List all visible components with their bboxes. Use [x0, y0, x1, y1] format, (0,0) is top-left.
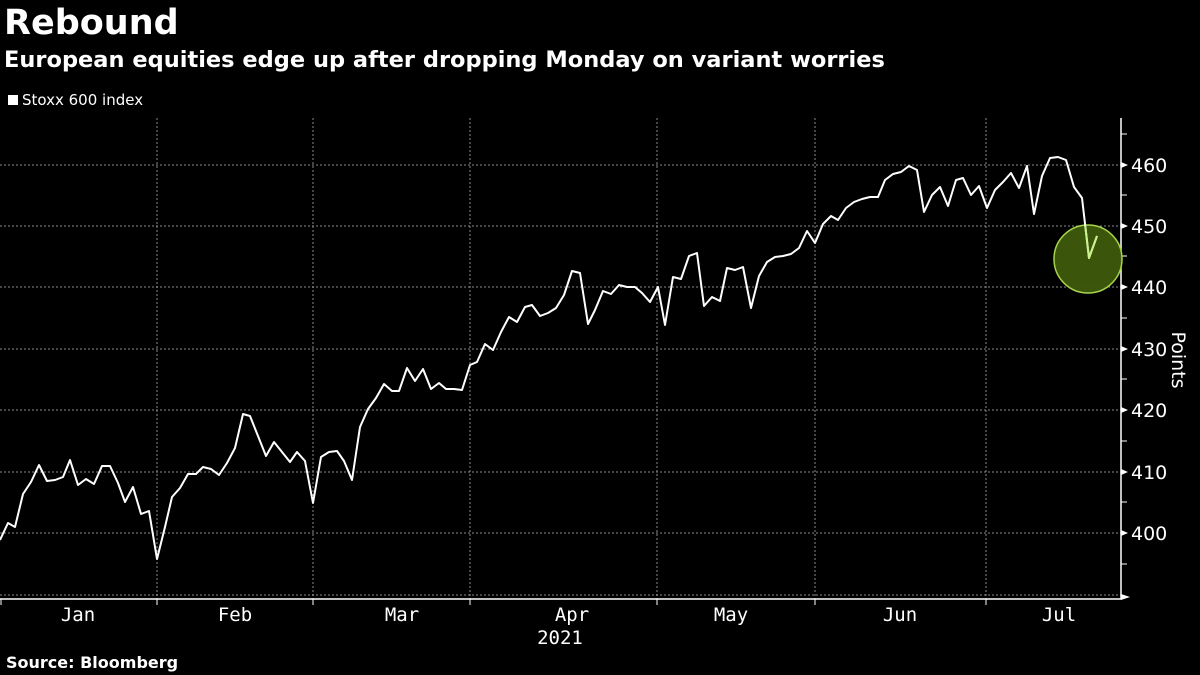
x-tick-label: Jul: [1042, 604, 1076, 626]
legend-label: Stoxx 600 index: [22, 91, 144, 109]
horizontal-gridlines: [0, 164, 1121, 596]
x-tick-label: Mar: [385, 604, 419, 626]
x-tick-label: Jun: [883, 604, 917, 626]
chart-title: Rebound: [4, 3, 179, 43]
legend-swatch: [8, 95, 18, 105]
x-axis-year: 2021: [537, 627, 583, 649]
y-tick-label: 430: [1131, 339, 1167, 361]
stoxx-600-rebound-segment: [1084, 225, 1098, 259]
y-tick-labels: 460 450 440 430 420 410 400: [1131, 155, 1167, 545]
legend: Stoxx 600 index: [8, 90, 143, 110]
source-note: Source: Bloomberg: [6, 653, 179, 672]
y-axis-title: Points: [1167, 331, 1189, 388]
y-tick-label: 450: [1131, 216, 1167, 238]
y-tick-label: 400: [1131, 523, 1167, 545]
y-tick-label: 440: [1131, 277, 1167, 299]
x-tick-label: Jan: [61, 604, 95, 626]
x-tick-label: Apr: [555, 604, 589, 626]
y-axis: [1120, 118, 1128, 599]
vertical-gridlines: [156, 118, 987, 599]
chart-subtitle: European equities edge up after dropping…: [4, 47, 885, 73]
stoxx-600-line: [0, 156, 1098, 560]
x-tick-label: May: [714, 604, 748, 626]
y-tick-label: 410: [1131, 462, 1167, 484]
x-axis: [0, 594, 1130, 605]
x-tick-labels: Jan Feb Mar Apr May Jun Jul: [61, 604, 1076, 626]
y-tick-label: 460: [1131, 155, 1167, 177]
y-tick-label: 420: [1131, 400, 1167, 422]
x-tick-label: Feb: [218, 604, 252, 626]
highlight-circle: [1053, 224, 1123, 294]
